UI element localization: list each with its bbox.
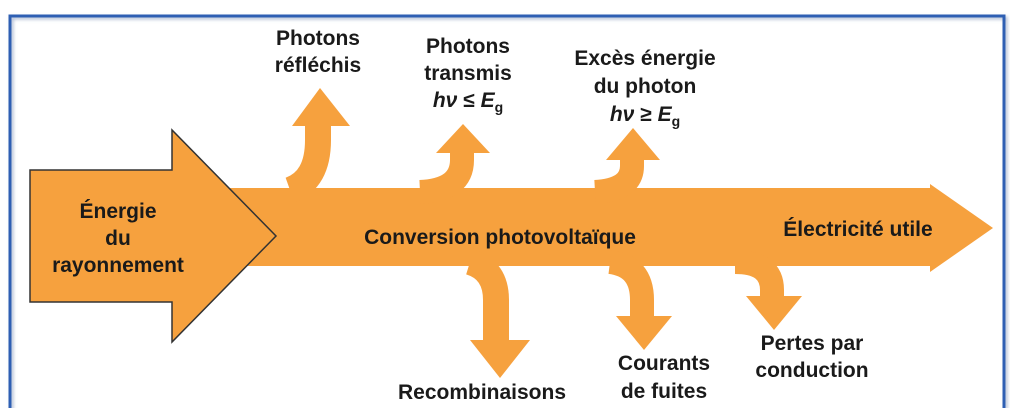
label: Électricité utile — [783, 218, 932, 241]
branch-reflected-head — [292, 88, 350, 126]
branch-transmitted — [419, 150, 474, 204]
branch-excess-head — [606, 128, 660, 160]
branch-reflected — [284, 122, 331, 203]
label: Énergie — [79, 200, 156, 223]
branch-conduction-head — [746, 296, 802, 330]
label: Conversion photovoltaïque — [364, 226, 636, 249]
label: transmis — [424, 62, 512, 85]
label: Excès énergie — [574, 47, 715, 70]
label: de fuites — [621, 380, 707, 403]
label: Photons — [426, 35, 510, 58]
branch-conduction — [734, 250, 784, 300]
formula-part: hν — [610, 103, 635, 126]
formula-part: g — [672, 113, 681, 129]
frame — [8, 14, 1006, 408]
label: Photons — [276, 27, 360, 50]
branch-excess — [593, 156, 644, 204]
formula-part: hν — [433, 89, 458, 112]
formula-part: ≥ — [640, 103, 652, 126]
formula: hν ≥ Eg — [610, 103, 680, 129]
main-band — [215, 188, 935, 266]
output-arrowhead — [930, 184, 993, 272]
label: du — [105, 227, 131, 250]
label: rayonnement — [52, 254, 184, 277]
label: Recombinaisons — [398, 381, 566, 404]
branch-leakage — [607, 250, 654, 320]
formula-part: g — [495, 99, 504, 115]
formula-part: E — [658, 103, 673, 126]
label: réfléchis — [275, 54, 361, 77]
branch-recombination — [465, 249, 509, 345]
branch-leakage-head — [616, 316, 672, 350]
branch-recombination-head — [470, 340, 530, 378]
label: Pertes par — [761, 332, 864, 355]
label: Courants — [618, 352, 710, 375]
label: conduction — [755, 359, 868, 382]
formula-part: ≤ — [463, 89, 475, 112]
labels: Énergie du rayonnement Conversion photov… — [52, 27, 933, 404]
branch-transmitted-head — [436, 124, 490, 153]
label: du photon — [594, 75, 697, 98]
flow-shapes — [29, 88, 993, 378]
formula: hν ≤ Eg — [433, 89, 503, 115]
formula-part: E — [481, 89, 496, 112]
input-arrow — [29, 128, 278, 344]
